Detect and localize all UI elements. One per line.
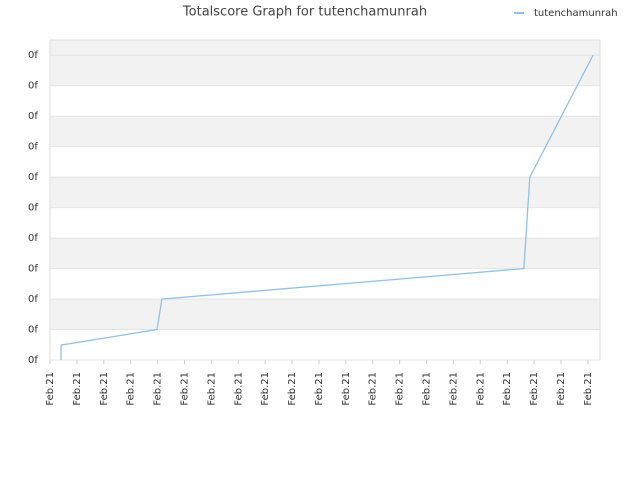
y-tick-label: 0f: [28, 294, 38, 305]
y-tick-label: 0f: [28, 325, 38, 336]
x-tick-label: Feb.21: [99, 372, 110, 406]
grid-band: [50, 299, 600, 330]
x-tick-label: Feb.21: [260, 372, 271, 406]
x-tick-label: Feb.21: [341, 372, 352, 406]
x-tick-label: Feb.21: [72, 372, 83, 406]
grid-band: [50, 55, 600, 86]
y-tick-label: 0f: [28, 264, 38, 275]
x-tick-label: Feb.21: [395, 372, 406, 406]
x-tick-label: Feb.21: [556, 372, 567, 406]
x-tick-label: Feb.21: [368, 372, 379, 406]
x-tick-label: Feb.21: [233, 372, 244, 406]
chart-title: Totalscore Graph for tutenchamunrah: [182, 5, 427, 20]
y-tick-label: 0f: [28, 203, 38, 214]
y-tick-label: 0f: [28, 142, 38, 153]
x-tick-label: Feb.21: [287, 372, 298, 406]
y-tick-label: 0f: [28, 172, 38, 183]
x-tick-label: Feb.21: [583, 372, 594, 406]
series-line: [60, 54, 594, 360]
x-tick-label: Feb.21: [126, 372, 137, 406]
x-tick-label: Feb.21: [502, 372, 513, 406]
x-tick-label: Feb.21: [153, 372, 164, 406]
x-tick-label: Feb.21: [529, 372, 540, 406]
x-tick-label: Feb.21: [179, 372, 190, 406]
y-tick-label: 0f: [28, 81, 38, 92]
x-tick-label: Feb.21: [448, 372, 459, 406]
grid-band: [50, 177, 600, 208]
grid-band: [50, 40, 600, 56]
x-tick-label: Feb.21: [475, 372, 486, 406]
x-tick-label: Feb.21: [422, 372, 433, 406]
grid-band: [50, 238, 600, 269]
x-tick-label: Feb.21: [206, 372, 217, 406]
legend-label: tutenchamunrah: [534, 8, 618, 19]
y-tick-label: 0f: [28, 50, 38, 61]
x-tick-label: Feb.21: [45, 372, 56, 406]
y-tick-label: 0f: [28, 111, 38, 122]
grid-band: [50, 116, 600, 147]
x-tick-label: Feb.21: [314, 372, 325, 406]
y-tick-label: 0f: [28, 233, 38, 244]
y-tick-label: 0f: [28, 355, 38, 366]
